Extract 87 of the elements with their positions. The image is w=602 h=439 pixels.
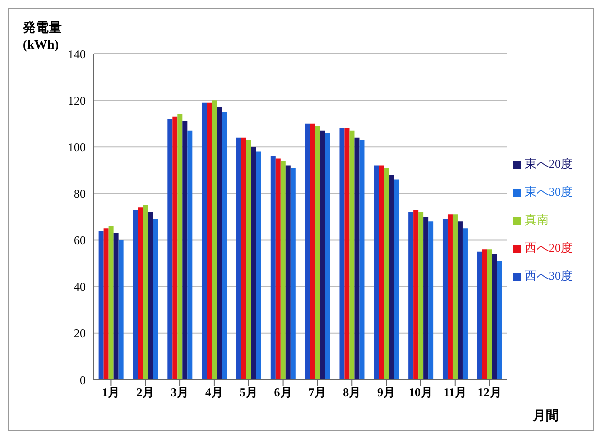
bar bbox=[394, 180, 400, 380]
bar bbox=[310, 124, 316, 380]
bar bbox=[477, 252, 482, 380]
bar bbox=[270, 156, 276, 380]
bar bbox=[280, 161, 286, 380]
x-tick-label: 12月 bbox=[478, 386, 502, 400]
bar bbox=[384, 168, 390, 380]
bar bbox=[320, 130, 326, 380]
bar bbox=[389, 175, 394, 380]
bar bbox=[202, 102, 208, 380]
bar bbox=[188, 130, 193, 380]
bar bbox=[428, 222, 434, 380]
bar bbox=[448, 214, 453, 380]
x-tick-label: 10月 bbox=[408, 386, 433, 400]
bar bbox=[118, 240, 124, 380]
bar bbox=[354, 138, 360, 380]
bar bbox=[424, 217, 429, 380]
bar bbox=[374, 166, 380, 380]
bar bbox=[482, 250, 488, 380]
bar bbox=[114, 233, 119, 380]
bar bbox=[452, 214, 458, 380]
bar bbox=[315, 126, 320, 380]
bar bbox=[408, 212, 414, 380]
bar bbox=[182, 122, 188, 380]
bar bbox=[276, 158, 281, 380]
bar bbox=[256, 152, 262, 380]
bar bbox=[153, 219, 158, 380]
x-tick-label: 8月 bbox=[343, 386, 362, 400]
bar bbox=[104, 228, 109, 380]
bar bbox=[286, 166, 291, 380]
bar bbox=[222, 112, 228, 380]
bar bbox=[178, 114, 183, 380]
bar bbox=[236, 138, 242, 380]
bar bbox=[212, 100, 218, 380]
legend-label: 真南 bbox=[525, 212, 549, 226]
bar bbox=[325, 133, 330, 380]
x-tick-label: 6月 bbox=[274, 386, 292, 400]
bar bbox=[305, 124, 310, 380]
bar bbox=[350, 130, 355, 380]
bar bbox=[487, 250, 492, 380]
bar bbox=[108, 226, 114, 380]
bar bbox=[414, 210, 419, 380]
x-axis-title: 月間 bbox=[533, 407, 559, 425]
bar bbox=[492, 254, 498, 380]
bar bbox=[172, 116, 178, 380]
bar bbox=[143, 205, 148, 380]
x-tick-label: 11月 bbox=[444, 386, 468, 400]
bar bbox=[462, 228, 468, 380]
bar bbox=[251, 147, 256, 380]
bar bbox=[246, 140, 252, 380]
x-tick-label: 4月 bbox=[205, 386, 224, 400]
y-tick-label: 40 bbox=[74, 280, 86, 294]
bar bbox=[241, 138, 246, 380]
legend-label: 東へ30度 bbox=[525, 184, 573, 198]
bar bbox=[217, 108, 222, 380]
bar bbox=[442, 219, 448, 380]
y-tick-label: 0 bbox=[80, 373, 86, 388]
bar bbox=[98, 230, 104, 380]
legend-label: 西へ30度 bbox=[525, 268, 573, 282]
bar bbox=[290, 168, 296, 380]
legend-label: 東へ20度 bbox=[525, 156, 573, 170]
y-tick-label: 80 bbox=[74, 186, 86, 201]
x-tick-label: 2月 bbox=[136, 386, 155, 400]
x-tick-label: 1月 bbox=[102, 386, 120, 400]
bar bbox=[138, 208, 144, 380]
y-tick-label: 120 bbox=[68, 94, 86, 108]
x-tick-label: 5月 bbox=[240, 386, 258, 400]
y-tick-label: 20 bbox=[74, 326, 86, 341]
y-axis-title: 発電量(kWh) bbox=[23, 20, 62, 52]
x-tick-label: 3月 bbox=[171, 386, 190, 400]
y-tick-label: 140 bbox=[68, 47, 86, 62]
bar bbox=[360, 140, 365, 380]
x-tick-label: 9月 bbox=[378, 386, 396, 400]
bar bbox=[168, 119, 173, 380]
legend-label: 西へ20度 bbox=[525, 240, 573, 254]
bar bbox=[133, 210, 138, 380]
bar bbox=[344, 128, 350, 380]
y-tick-label: 100 bbox=[68, 140, 86, 154]
bar bbox=[207, 102, 212, 380]
x-tick-label: 7月 bbox=[308, 386, 327, 400]
y-tick-label: 60 bbox=[74, 234, 86, 248]
bar bbox=[340, 128, 345, 380]
bar bbox=[458, 222, 463, 380]
bar bbox=[418, 212, 424, 380]
bar bbox=[148, 212, 154, 380]
bar bbox=[379, 166, 384, 380]
bar bbox=[497, 261, 502, 380]
